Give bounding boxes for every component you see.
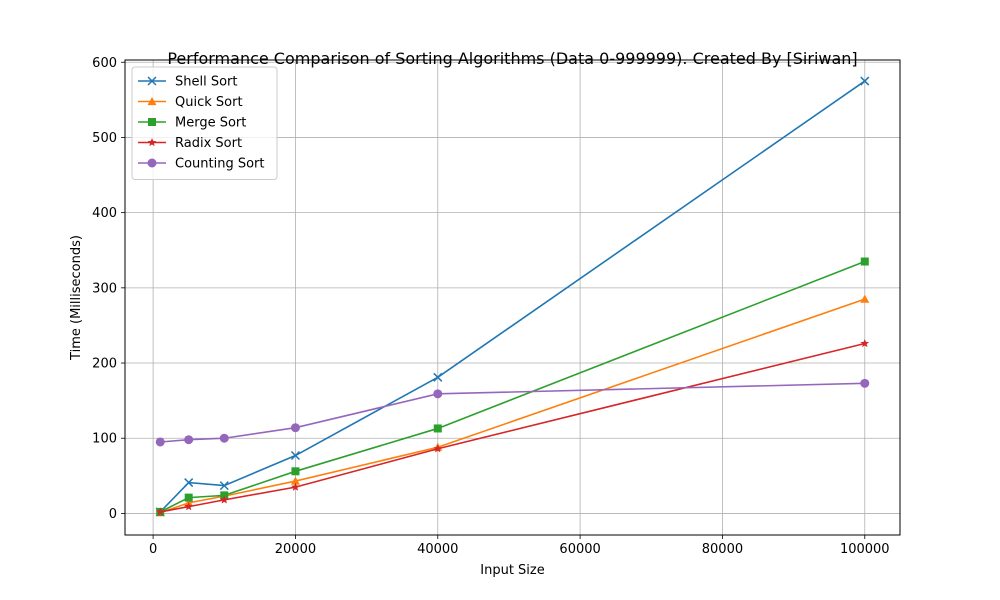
data-point-merge-sort xyxy=(184,493,193,502)
legend-item-quick-sort: Quick Sort xyxy=(138,95,243,110)
x-tick-label: 20000 xyxy=(275,542,316,557)
grid xyxy=(125,60,900,535)
axis-ticks: 0 20000 40000 60000 80000 100000 0 100 200 300 400… xyxy=(92,56,889,557)
y-tick-label: 600 xyxy=(92,56,117,71)
legend: Shell Sort Quick Sort Merge Sort Radix Sort… xyxy=(131,66,278,180)
legend-marker xyxy=(148,118,156,126)
data-point-quick-sort xyxy=(290,476,300,485)
y-tick-label: 400 xyxy=(92,206,117,221)
legend-label: Radix Sort xyxy=(175,136,242,151)
legend-item-merge-sort: Merge Sort xyxy=(138,116,246,131)
data-point-counting-sort xyxy=(155,437,165,447)
series-radix-sort xyxy=(155,338,870,516)
legend-label: Counting Sort xyxy=(175,157,265,172)
legend-box xyxy=(131,66,278,180)
legend-marker xyxy=(147,158,157,168)
series-line-shell-sort xyxy=(159,80,866,513)
legend-marker xyxy=(147,138,157,147)
data-point-shell-sort xyxy=(860,76,870,86)
plot-series xyxy=(155,76,870,517)
data-point-radix-sort xyxy=(291,482,300,491)
y-axis-label: Time (Milliseconds) xyxy=(69,235,84,361)
x-tick-label: 100000 xyxy=(840,542,890,557)
data-point-counting-sort xyxy=(184,435,194,445)
data-point-shell-sort xyxy=(184,478,194,488)
legend-marker xyxy=(147,97,157,106)
data-point-counting-sort xyxy=(290,423,300,433)
data-point-radix-sort xyxy=(155,507,165,516)
data-point-counting-sort xyxy=(860,378,870,388)
data-point-merge-sort xyxy=(860,257,869,266)
plot-frame xyxy=(124,59,901,536)
legend-label: Quick Sort xyxy=(175,95,243,110)
series-line-radix-sort xyxy=(160,342,865,513)
legend-item-counting-sort: Counting Sort xyxy=(138,157,265,172)
data-point-radix-sort xyxy=(220,495,229,504)
series-counting-sort xyxy=(155,378,870,447)
legend-item-radix-sort: Radix Sort xyxy=(138,136,242,151)
y-tick-label: 0 xyxy=(109,507,117,522)
legend-label: Merge Sort xyxy=(175,116,246,131)
series-line-quick-sort xyxy=(159,298,866,514)
chart-title: Performance Comparison of Sorting Algori… xyxy=(167,49,857,68)
data-point-shell-sort xyxy=(219,481,229,491)
x-tick-label: 40000 xyxy=(417,542,458,557)
x-tick-label: 60000 xyxy=(559,542,600,557)
data-point-merge-sort xyxy=(291,467,300,476)
y-tick-label: 200 xyxy=(92,357,117,372)
data-point-quick-sort xyxy=(860,294,870,303)
x-tick-label: 80000 xyxy=(702,542,743,557)
data-point-shell-sort xyxy=(290,450,300,461)
legend-item-shell-sort: Shell Sort xyxy=(138,75,238,90)
legend-marker xyxy=(147,76,157,86)
y-tick-label: 300 xyxy=(92,281,117,296)
legend-label: Shell Sort xyxy=(175,75,238,90)
data-point-radix-sort xyxy=(860,338,870,348)
y-tick-label: 500 xyxy=(92,131,117,146)
data-point-merge-sort xyxy=(220,491,229,500)
series-line-merge-sort xyxy=(159,260,866,513)
data-point-shell-sort xyxy=(433,372,443,382)
data-point-counting-sort xyxy=(433,389,443,399)
data-point-counting-sort xyxy=(219,433,229,443)
data-point-radix-sort xyxy=(433,444,443,453)
series-line-counting-sort xyxy=(160,382,865,443)
x-axis-label: Input Size xyxy=(480,563,544,578)
data-point-radix-sort xyxy=(184,502,193,511)
y-tick-label: 100 xyxy=(92,432,117,447)
x-tick-label: 0 xyxy=(149,542,157,557)
data-point-merge-sort xyxy=(433,424,442,433)
